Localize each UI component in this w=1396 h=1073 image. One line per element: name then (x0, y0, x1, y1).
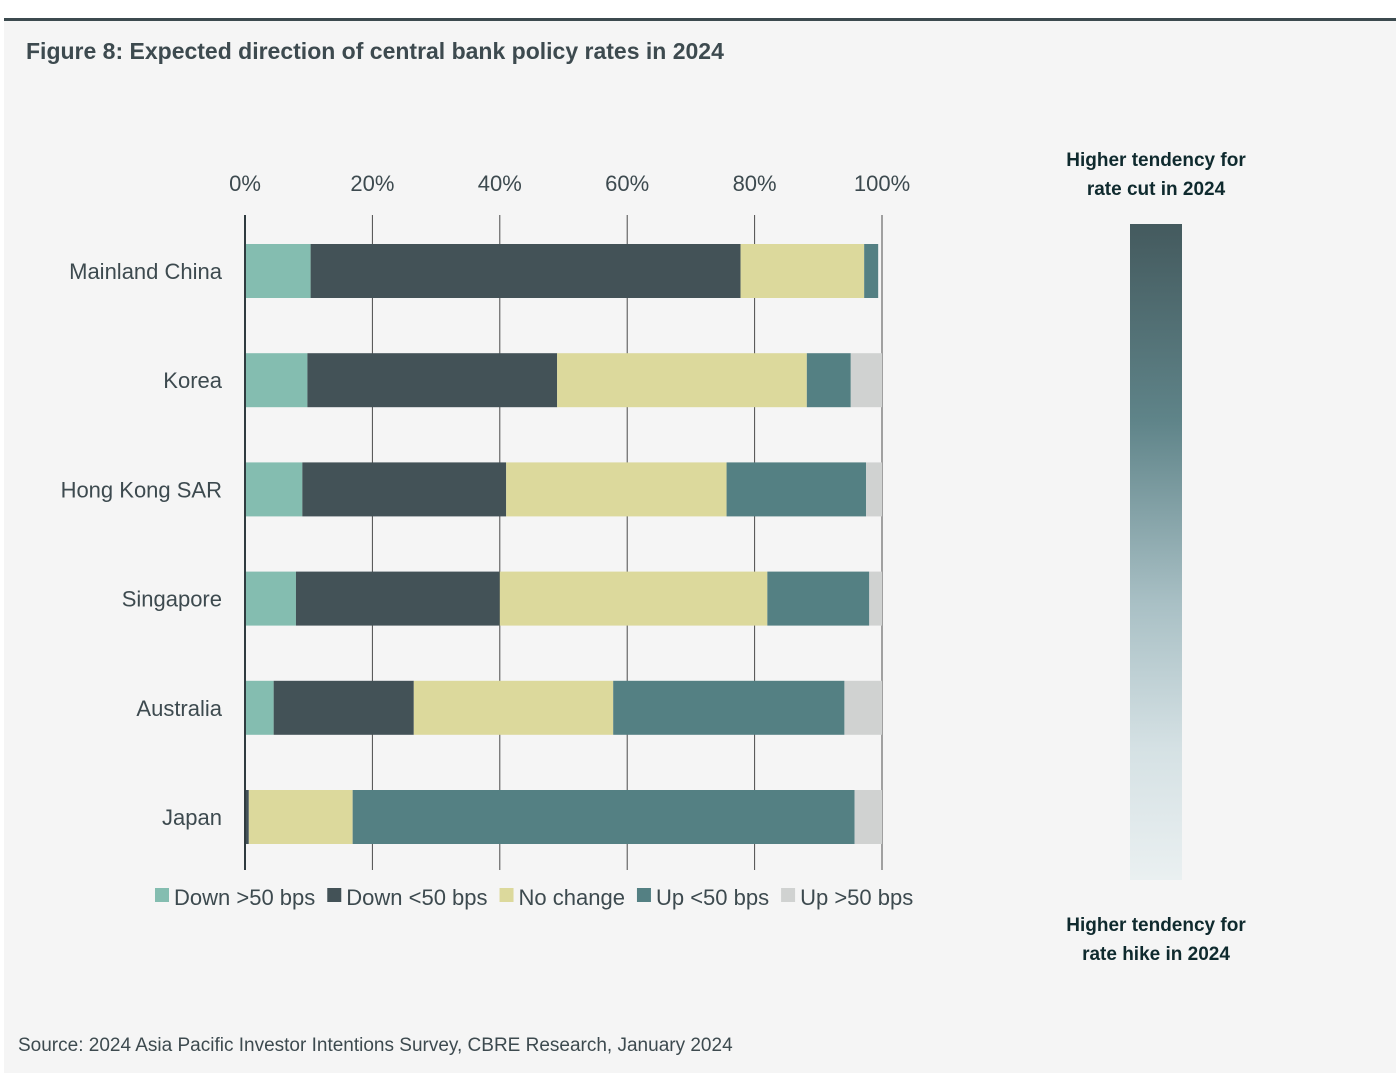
bar-segment (352, 790, 855, 844)
bar-segment (557, 353, 807, 408)
bar-segment (767, 571, 870, 626)
tendency-gradient-bar (1130, 224, 1182, 880)
source-note: Source: 2024 Asia Pacific Investor Inten… (18, 1035, 733, 1056)
bar-segment (506, 462, 727, 517)
x-tick-label: 80% (733, 171, 777, 196)
gradient-top-line1: Higher tendency for (1066, 150, 1246, 171)
legend-label: Down <50 bps (346, 885, 487, 910)
gradient-top-caption: Higher tendency for rate cut in 2024 (1026, 146, 1286, 204)
bar-segment (413, 680, 614, 735)
bar-segment (806, 353, 851, 408)
bar-segment (499, 571, 768, 626)
figure-title: Figure 8: Expected direction of central … (26, 38, 724, 64)
category-label: Hong Kong SAR (61, 477, 222, 502)
legend-label: No change (519, 885, 625, 910)
gradient-top-line2: rate cut in 2024 (1086, 179, 1226, 200)
x-tick-label: 40% (478, 171, 522, 196)
category-label: Mainland China (69, 259, 223, 284)
category-label: Korea (163, 368, 222, 393)
gradient-bottom-caption: Higher tendency for rate hike in 2024 (1026, 911, 1286, 969)
x-tick-label: 100% (854, 171, 910, 196)
legend-swatch (155, 888, 169, 902)
bar-segment (844, 680, 882, 735)
legend-swatch (636, 888, 651, 902)
legend-label: Down >50 bps (174, 885, 315, 910)
bar-segment (613, 680, 845, 735)
bar-segment (302, 462, 507, 517)
x-tick-label: 0% (229, 171, 261, 196)
bar-segment (726, 462, 867, 517)
bar-segment (854, 790, 882, 844)
bar-segment (310, 244, 741, 298)
bar-segment (248, 790, 353, 844)
gradient-bottom-line1: Higher tendency for (1066, 915, 1246, 936)
legend-label: Up <50 bps (656, 885, 769, 910)
bar-segment (245, 353, 308, 408)
x-tick-label: 60% (605, 171, 649, 196)
bar-segment (295, 571, 500, 626)
category-label: Australia (136, 696, 222, 721)
bar-segment (850, 353, 882, 408)
gradient-bottom-line2: rate hike in 2024 (1082, 944, 1230, 965)
bar-segment (307, 353, 558, 408)
x-tick-label: 20% (350, 171, 394, 196)
bar-segment (866, 462, 882, 517)
bar-segment (245, 790, 249, 844)
legend-swatch (781, 888, 796, 902)
category-label: Singapore (122, 587, 222, 612)
legend-swatch (327, 888, 342, 902)
bar-segment (864, 244, 879, 298)
bar-segment (245, 462, 303, 517)
bar-segment (245, 244, 311, 298)
category-label: Japan (162, 805, 222, 830)
bar-segment (740, 244, 865, 298)
bar-segment (869, 571, 882, 626)
legend-swatch (499, 888, 514, 902)
bar-segment (245, 680, 274, 735)
bar-segment (273, 680, 414, 735)
legend-label: Up >50 bps (800, 885, 913, 910)
bar-segment (245, 571, 296, 626)
